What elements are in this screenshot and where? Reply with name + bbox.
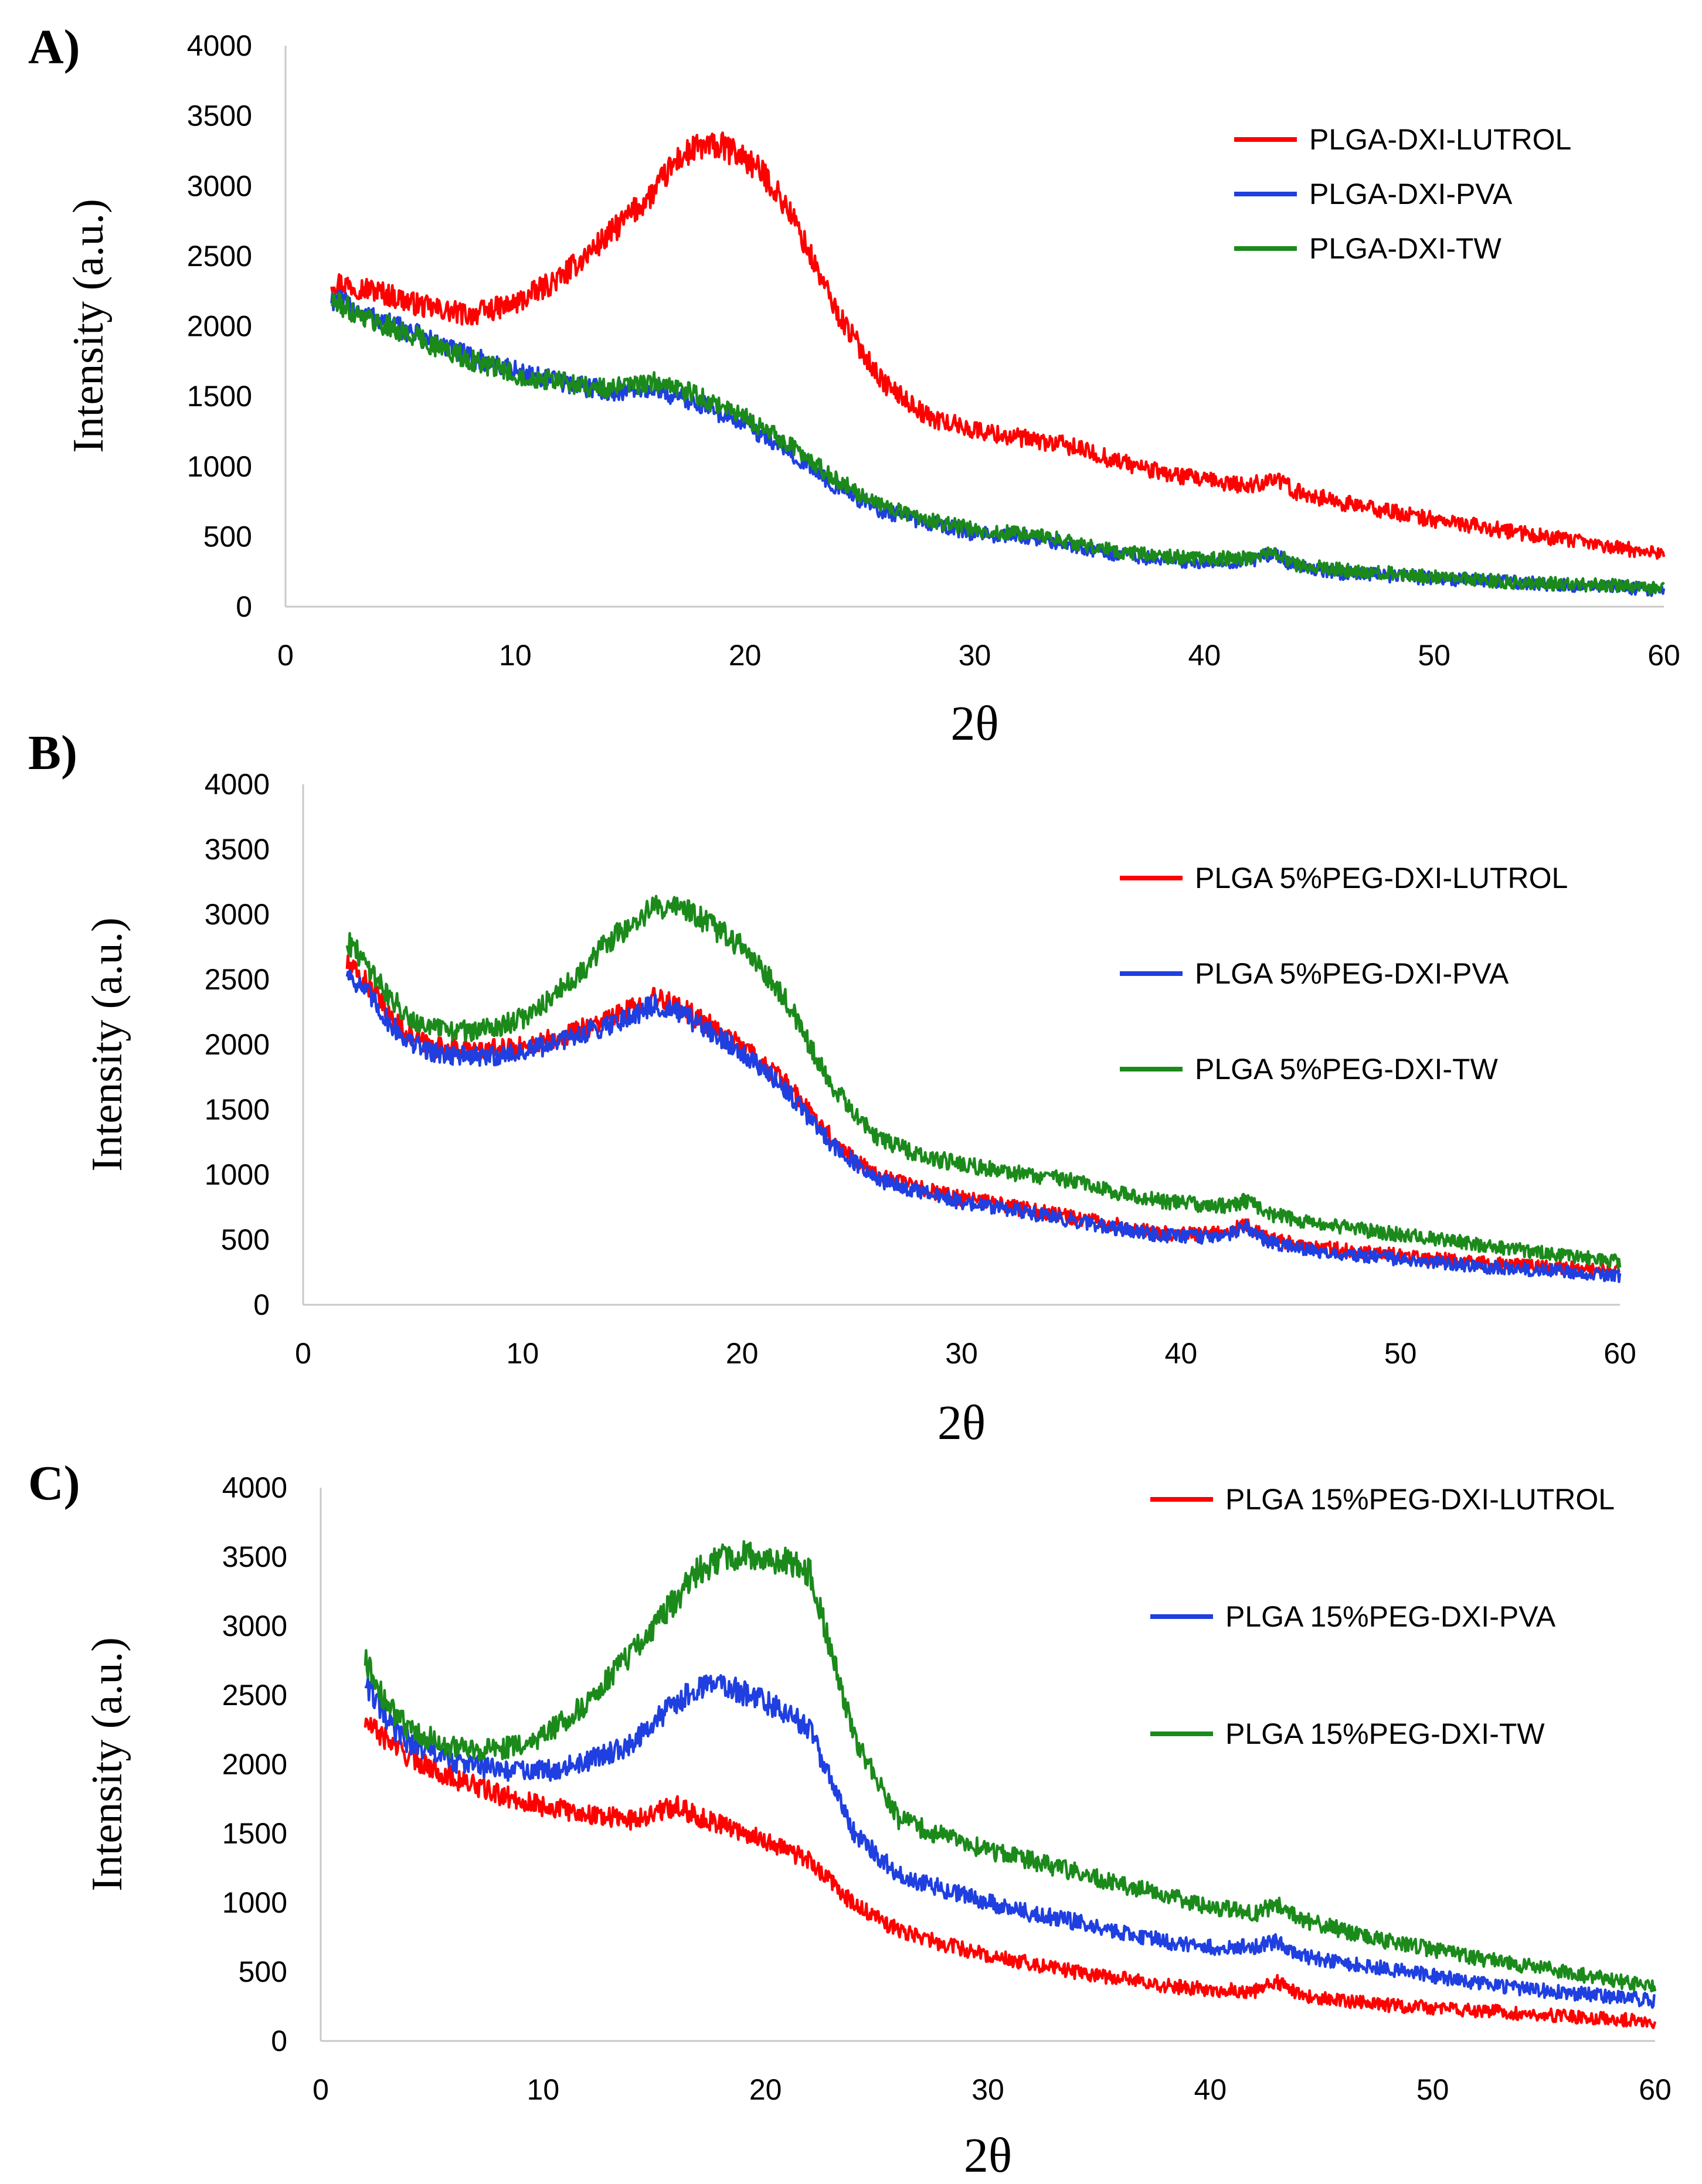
x-tick-label: 0 xyxy=(312,2073,329,2106)
legend: PLGA-DXI-LUTROL PLGA-DXI-PVA PLGA-DXI-TW xyxy=(1234,123,1571,265)
y-axis-title: Intensity (a.u.) xyxy=(83,1637,131,1892)
legend-label: PLGA 15%PEG-DXI-TW xyxy=(1225,1717,1545,1750)
x-tick-label: 40 xyxy=(1188,639,1221,672)
y-tick-label: 500 xyxy=(239,1955,287,1988)
y-tick-label: 0 xyxy=(236,590,252,623)
legend-label: PLGA 15%PEG-DXI-LUTROL xyxy=(1225,1483,1615,1516)
y-tick-label: 4000 xyxy=(222,1471,287,1504)
x-axis-title: 2θ xyxy=(937,1396,986,1450)
series-line-plga-dxi-tw xyxy=(330,292,1665,596)
legend-label: PLGA-DXI-LUTROL xyxy=(1309,123,1571,156)
y-tick-label: 2000 xyxy=(205,1028,270,1061)
x-tick-label: 60 xyxy=(1604,1337,1636,1370)
x-tick-label: 40 xyxy=(1165,1337,1198,1370)
y-tick-label: 1000 xyxy=(222,1886,287,1919)
y-tick-label: 2000 xyxy=(222,1748,287,1781)
y-tick-label: 0 xyxy=(271,2025,287,2057)
x-tick-label: 20 xyxy=(729,639,762,672)
x-tick-label: 30 xyxy=(971,2073,1004,2106)
x-tick-label: 30 xyxy=(959,639,991,672)
y-tick-label: 1500 xyxy=(222,1817,287,1850)
chart-panel-b: B) 0 500 1000 1500 2000 2500 3000 3500 4000 0 10 20 3… xyxy=(28,726,1636,1450)
y-tick-label: 2500 xyxy=(222,1679,287,1712)
x-tick-label: 10 xyxy=(507,1337,539,1370)
legend: PLGA 15%PEG-DXI-LUTROL PLGA 15%PEG-DXI-PV… xyxy=(1150,1483,1615,1750)
series-line-plga-15-peg-dxi-pva xyxy=(364,1674,1656,2009)
series-line-plga-dxi-lutrol xyxy=(330,131,1666,560)
y-tick-label: 1000 xyxy=(187,450,252,483)
x-tick-label: 0 xyxy=(277,639,294,672)
series-line-plga-dxi-pva xyxy=(330,290,1666,597)
x-tick-label: 10 xyxy=(527,2073,560,2106)
x-tick-label: 60 xyxy=(1647,639,1680,672)
series-line-plga-5-peg-dxi-tw xyxy=(345,894,1622,1270)
legend-label: PLGA-DXI-TW xyxy=(1309,232,1502,265)
y-tick-label: 500 xyxy=(221,1223,270,1256)
legend-item: PLGA 15%PEG-DXI-LUTROL xyxy=(1150,1483,1615,1516)
x-tick-label: 50 xyxy=(1418,639,1450,672)
legend-item: PLGA-DXI-TW xyxy=(1234,232,1502,265)
y-tick-label: 2500 xyxy=(205,963,270,996)
y-tick-label: 0 xyxy=(253,1288,270,1321)
y-axis-title: Intensity (a.u.) xyxy=(64,199,113,453)
legend-item: PLGA 5%PEG-DXI-LUTROL xyxy=(1120,862,1568,894)
series-line-plga-15-peg-dxi-lutrol xyxy=(363,1717,1657,2029)
chart-panel-a: A) 0 500 1000 1500 2000 2500 3000 3500 4000 0 10 20 3… xyxy=(28,20,1680,751)
x-tick-label: 30 xyxy=(945,1337,978,1370)
legend-label: PLGA 5%PEG-DXI-PVA xyxy=(1195,957,1509,990)
legend-item: PLGA-DXI-LUTROL xyxy=(1234,123,1571,156)
y-tick-label: 1500 xyxy=(205,1093,270,1126)
legend-item: PLGA 5%PEG-DXI-TW xyxy=(1120,1053,1499,1086)
y-tick-label: 3500 xyxy=(187,100,252,132)
legend-label: PLGA 5%PEG-DXI-TW xyxy=(1195,1053,1499,1086)
y-tick-label: 3000 xyxy=(222,1610,287,1642)
legend-label: PLGA-DXI-PVA xyxy=(1309,178,1513,210)
y-tick-label: 3500 xyxy=(222,1540,287,1573)
legend-label: PLGA 15%PEG-DXI-PVA xyxy=(1225,1600,1556,1633)
panel-letter: A) xyxy=(28,20,80,74)
panel-letter: C) xyxy=(28,1456,80,1511)
x-tick-label: 50 xyxy=(1384,1337,1417,1370)
legend-item: PLGA 15%PEG-DXI-PVA xyxy=(1150,1600,1556,1633)
x-tick-label: 20 xyxy=(726,1337,759,1370)
y-tick-label: 1500 xyxy=(187,380,252,413)
x-axis-title: 2θ xyxy=(964,2128,1012,2183)
legend-label: PLGA 5%PEG-DXI-LUTROL xyxy=(1195,862,1568,894)
panel-letter: B) xyxy=(28,726,77,780)
series-line-plga-5-peg-dxi-pva xyxy=(345,969,1622,1284)
y-tick-label: 1000 xyxy=(205,1158,270,1191)
x-tick-label: 50 xyxy=(1416,2073,1449,2106)
y-tick-label: 3000 xyxy=(205,898,270,931)
x-tick-label: 40 xyxy=(1194,2073,1227,2106)
x-tick-label: 60 xyxy=(1639,2073,1672,2106)
y-tick-label: 4000 xyxy=(187,29,252,62)
legend-item: PLGA 15%PEG-DXI-TW xyxy=(1150,1717,1545,1750)
x-tick-label: 20 xyxy=(749,2073,782,2106)
y-tick-label: 500 xyxy=(203,520,252,553)
y-tick-label: 3500 xyxy=(205,833,270,866)
y-tick-label: 3000 xyxy=(187,169,252,202)
y-tick-label: 4000 xyxy=(205,768,270,801)
y-axis-title: Intensity (a.u.) xyxy=(83,917,131,1172)
y-tick-label: 2000 xyxy=(187,310,252,343)
legend-item: PLGA-DXI-PVA xyxy=(1234,178,1513,210)
x-tick-label: 10 xyxy=(499,639,532,672)
legend: PLGA 5%PEG-DXI-LUTROL PLGA 5%PEG-DXI-PVA P… xyxy=(1120,862,1568,1086)
x-axis-title: 2θ xyxy=(950,696,998,751)
legend-item: PLGA 5%PEG-DXI-PVA xyxy=(1120,957,1509,990)
chart-panel-c: C) 0 500 1000 1500 2000 2500 3000 3500 4000 0 10 20 3… xyxy=(28,1456,1672,2183)
y-tick-label: 2500 xyxy=(187,240,252,273)
x-tick-label: 0 xyxy=(295,1337,311,1370)
series-line-plga-15-peg-dxi-tw xyxy=(363,1540,1657,1993)
